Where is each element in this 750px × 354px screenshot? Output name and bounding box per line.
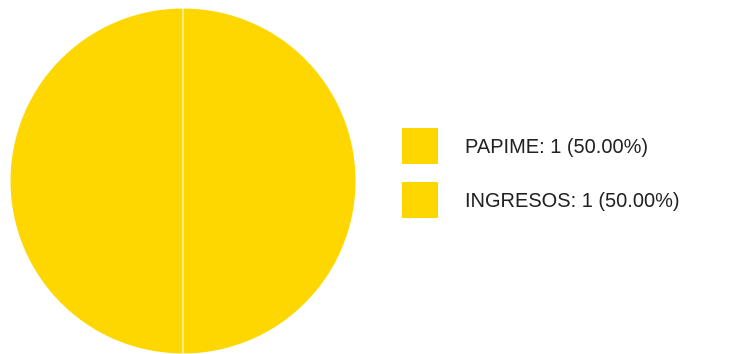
- pie-slice-papime: [182, 7, 357, 354]
- legend-label: PAPIME: 1 (50.00%): [465, 136, 648, 158]
- pie-slices: [9, 7, 357, 354]
- pie-slice-ingresos: [9, 7, 184, 354]
- chart-legend: PAPIME: 1 (50.00%) INGRESOS: 1 (50.00%): [402, 128, 680, 218]
- legend-swatch: [402, 128, 438, 164]
- legend-label: INGRESOS: 1 (50.00%): [465, 190, 680, 212]
- legend-swatch: [402, 182, 438, 218]
